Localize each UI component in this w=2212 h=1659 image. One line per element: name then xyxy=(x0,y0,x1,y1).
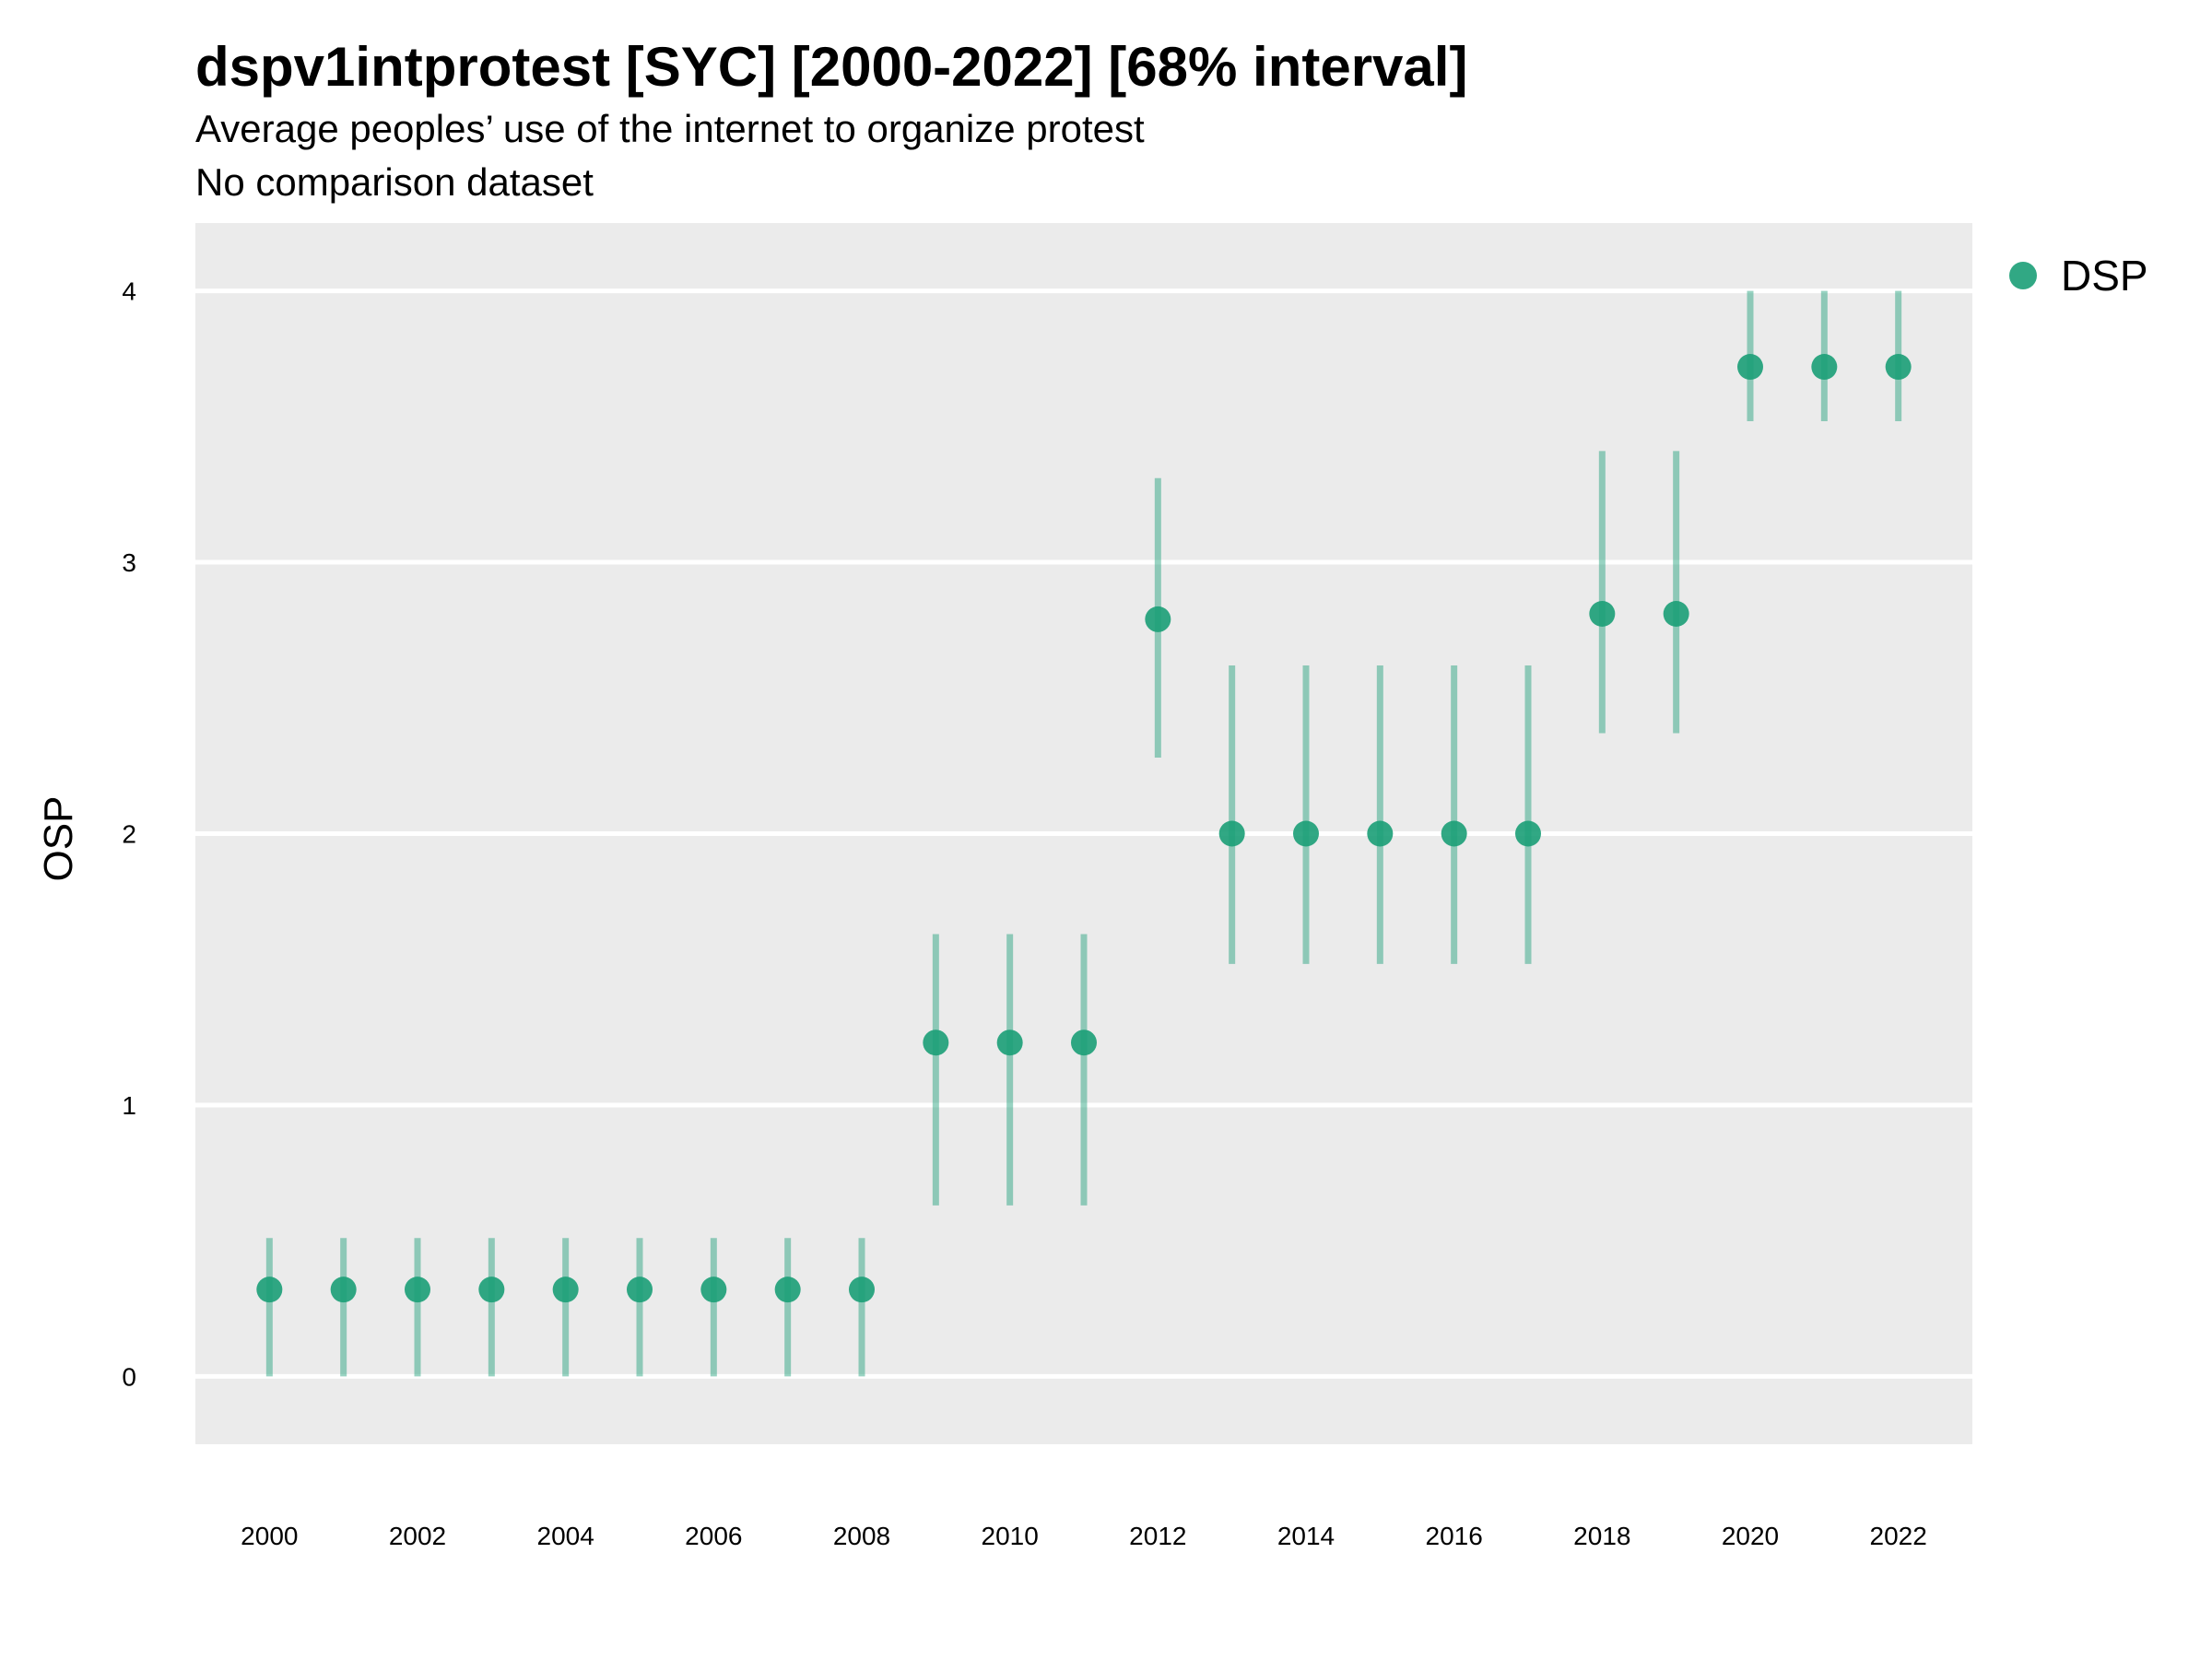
data-point xyxy=(1293,820,1319,847)
y-tick-label: 4 xyxy=(122,277,136,306)
x-tick-label: 2010 xyxy=(982,1522,1039,1550)
data-point xyxy=(1811,354,1838,381)
chart-subtitle-secondary: No comparison dataset xyxy=(195,160,594,204)
data-point xyxy=(1737,354,1763,381)
x-tick-label: 2022 xyxy=(1870,1522,1927,1550)
y-tick-label: 0 xyxy=(122,1362,136,1391)
x-tick-labels: 2000 2002 2004 2006 2008 2010 2012 2014 2016 2018… xyxy=(241,1522,1927,1550)
y-tick-labels: 0 1 2 3 4 xyxy=(122,277,136,1392)
data-point xyxy=(627,1277,653,1303)
x-tick-label: 2012 xyxy=(1129,1522,1186,1550)
data-point xyxy=(405,1277,430,1303)
data-point xyxy=(1589,601,1616,627)
data-point xyxy=(1145,606,1171,632)
data-points xyxy=(256,354,1912,1303)
x-tick-label: 2018 xyxy=(1573,1522,1630,1550)
legend-label-dsp: DSP xyxy=(2061,252,2148,300)
y-tick-label: 1 xyxy=(122,1091,136,1120)
data-point xyxy=(330,1277,357,1303)
data-point xyxy=(996,1030,1023,1056)
legend: DSP xyxy=(2009,251,2148,300)
data-point xyxy=(1071,1030,1097,1056)
data-point xyxy=(1515,820,1541,847)
x-tick-label: 2016 xyxy=(1426,1522,1483,1550)
x-tick-label: 2014 xyxy=(1277,1522,1335,1550)
chart-title: dspv1intprotest [SYC] [2000-2022] [68% i… xyxy=(195,36,1468,98)
data-point xyxy=(1663,601,1689,627)
data-point xyxy=(1367,820,1394,847)
data-point xyxy=(1218,820,1245,847)
data-point xyxy=(774,1277,801,1303)
data-point xyxy=(552,1277,579,1303)
data-point xyxy=(478,1277,505,1303)
x-tick-label: 2002 xyxy=(389,1522,446,1550)
legend-key-dsp xyxy=(2009,262,2037,289)
data-point xyxy=(1885,354,1912,381)
x-tick-label: 2000 xyxy=(241,1522,298,1550)
y-tick-label: 3 xyxy=(122,548,136,577)
grid-lines xyxy=(195,288,1972,1379)
x-tick-label: 2004 xyxy=(537,1522,594,1550)
y-tick-label: 2 xyxy=(122,820,136,849)
x-tick-label: 2006 xyxy=(685,1522,742,1550)
x-tick-label: 2008 xyxy=(833,1522,890,1550)
data-point xyxy=(256,1277,283,1303)
data-point xyxy=(1441,820,1467,847)
x-tick-label: 2020 xyxy=(1722,1522,1779,1550)
data-point xyxy=(849,1277,875,1303)
data-point xyxy=(923,1030,949,1056)
chart-subtitle: Average peoples’ use of the internet to … xyxy=(195,107,1145,150)
interval-lines xyxy=(265,290,1902,1377)
data-point xyxy=(700,1277,727,1303)
